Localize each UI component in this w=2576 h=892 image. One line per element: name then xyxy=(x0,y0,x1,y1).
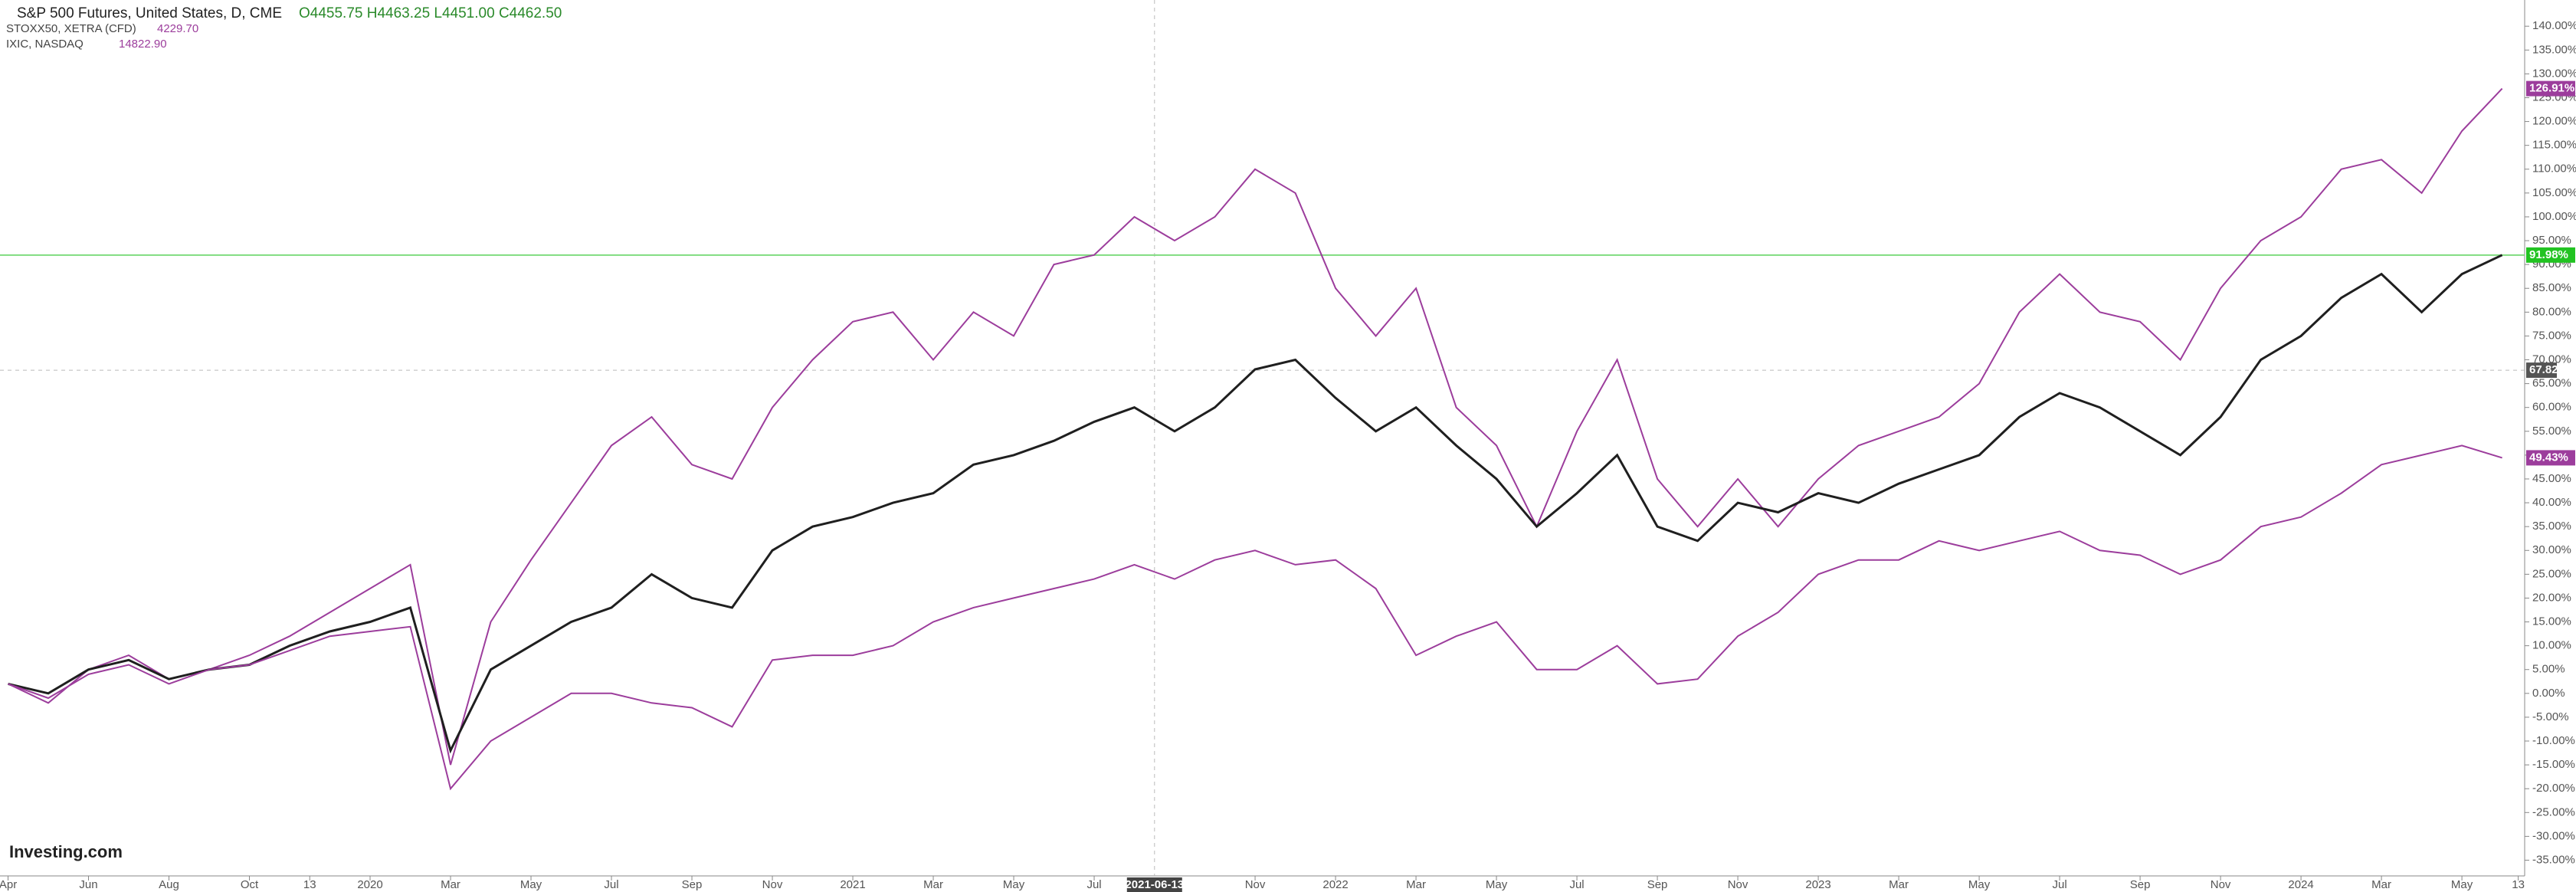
x-tick-label: 2024 xyxy=(2288,878,2313,891)
y-tick-label: -25.00% xyxy=(2532,805,2575,818)
crosshair-y-label: 67.82 xyxy=(2529,363,2558,376)
compare-name: IXIC, NASDAQ xyxy=(6,38,84,51)
crosshair-y-tag xyxy=(2526,362,2557,379)
x-tick-label: Jul xyxy=(604,878,618,891)
header-ohlc: O4455.75 H4463.25 L4451.00 C4462.50 xyxy=(299,5,562,21)
x-tick-label: Mar xyxy=(1889,878,1909,891)
y-tick-label: 35.00% xyxy=(2532,520,2571,533)
last-price-label: 49.43% xyxy=(2529,451,2568,464)
y-tick-label: 0.00% xyxy=(2532,687,2565,700)
series-line xyxy=(8,87,2503,766)
last-price-label: 126.91% xyxy=(2529,82,2574,95)
x-tick-label: Sep xyxy=(1647,878,1668,891)
x-tick-label: 13 xyxy=(2512,878,2525,891)
logo: Investing.com xyxy=(9,842,123,861)
x-tick-label: 13 xyxy=(303,878,316,891)
y-tick-label: 45.00% xyxy=(2532,472,2571,485)
compare-price: 4229.70 xyxy=(157,22,198,35)
x-tick-label: 2022 xyxy=(1322,878,1348,891)
x-tick-label: Jul xyxy=(1086,878,1101,891)
y-tick-label: 130.00% xyxy=(2532,67,2576,80)
y-tick-label: 115.00% xyxy=(2532,139,2576,152)
y-tick-label: 120.00% xyxy=(2532,115,2576,128)
x-tick-label: Sep xyxy=(682,878,703,891)
y-tick-label: 75.00% xyxy=(2532,329,2571,342)
y-tick-label: 25.00% xyxy=(2532,567,2571,580)
y-tick-label: 95.00% xyxy=(2532,234,2571,247)
y-tick-label: -30.00% xyxy=(2532,829,2575,842)
x-tick-label: 2023 xyxy=(1805,878,1830,891)
x-tick-label: May xyxy=(1003,878,1025,891)
y-tick-label: -35.00% xyxy=(2532,853,2575,866)
x-tick-label: Apr xyxy=(0,878,17,891)
compare-price: 14822.90 xyxy=(119,38,167,51)
y-tick-label: 105.00% xyxy=(2532,186,2576,199)
y-tick-label: 85.00% xyxy=(2532,281,2571,294)
y-tick-label: 20.00% xyxy=(2532,591,2571,604)
series-line xyxy=(8,254,2503,754)
crosshair-x-tag xyxy=(1126,877,1182,892)
y-tick-label: 100.00% xyxy=(2532,210,2576,223)
y-tick-label: 5.00% xyxy=(2532,663,2565,676)
compare-name: STOXX50, XETRA (CFD) xyxy=(6,22,136,35)
y-tick-label: 80.00% xyxy=(2532,305,2571,318)
x-tick-label: Sep xyxy=(2130,878,2151,891)
y-tick-label: 60.00% xyxy=(2532,401,2571,414)
y-tick-label: 140.00% xyxy=(2532,19,2576,32)
x-tick-label: Mar xyxy=(1406,878,1426,891)
x-tick-label: Nov xyxy=(1728,878,1748,891)
x-tick-label: Aug xyxy=(159,878,179,891)
x-tick-label: Oct xyxy=(241,878,259,891)
x-tick-label: Nov xyxy=(762,878,783,891)
x-tick-label: May xyxy=(1968,878,1991,891)
crosshair-x-label: 2021-06-13 xyxy=(1125,878,1184,891)
x-tick-label: 2021 xyxy=(840,878,865,891)
x-tick-label: Nov xyxy=(2211,878,2231,891)
y-tick-label: 65.00% xyxy=(2532,377,2571,390)
y-tick-label: 55.00% xyxy=(2532,425,2571,438)
header-title: S&P 500 Futures, United States, D, CME xyxy=(17,5,282,21)
y-tick-label: 135.00% xyxy=(2532,43,2576,56)
x-tick-label: Jun xyxy=(79,878,97,891)
y-tick-label: -15.00% xyxy=(2532,758,2575,771)
y-tick-label: 10.00% xyxy=(2532,639,2571,652)
y-tick-label: -10.00% xyxy=(2532,734,2575,747)
x-tick-label: Jul xyxy=(1569,878,1584,891)
last-price-tag xyxy=(2526,450,2575,466)
y-tick-label: -5.00% xyxy=(2532,710,2569,723)
y-tick-label: 110.00% xyxy=(2532,162,2576,175)
last-price-tag xyxy=(2526,247,2575,263)
x-tick-label: Mar xyxy=(923,878,943,891)
x-tick-label: Mar xyxy=(2371,878,2391,891)
y-tick-label: 15.00% xyxy=(2532,615,2571,628)
x-tick-label: May xyxy=(520,878,542,891)
x-tick-label: 2020 xyxy=(357,878,382,891)
series-line xyxy=(8,444,2502,791)
x-tick-label: Nov xyxy=(1245,878,1266,891)
x-tick-label: Mar xyxy=(441,878,460,891)
x-tick-label: Jul xyxy=(2052,878,2066,891)
y-tick-label: -20.00% xyxy=(2532,782,2575,795)
y-tick-label: 40.00% xyxy=(2532,496,2571,509)
x-tick-label: May xyxy=(1486,878,1508,891)
x-tick-label: May xyxy=(2451,878,2473,891)
last-price-tag xyxy=(2526,80,2575,97)
last-price-label: 91.98% xyxy=(2529,248,2568,261)
y-tick-label: 30.00% xyxy=(2532,543,2571,556)
